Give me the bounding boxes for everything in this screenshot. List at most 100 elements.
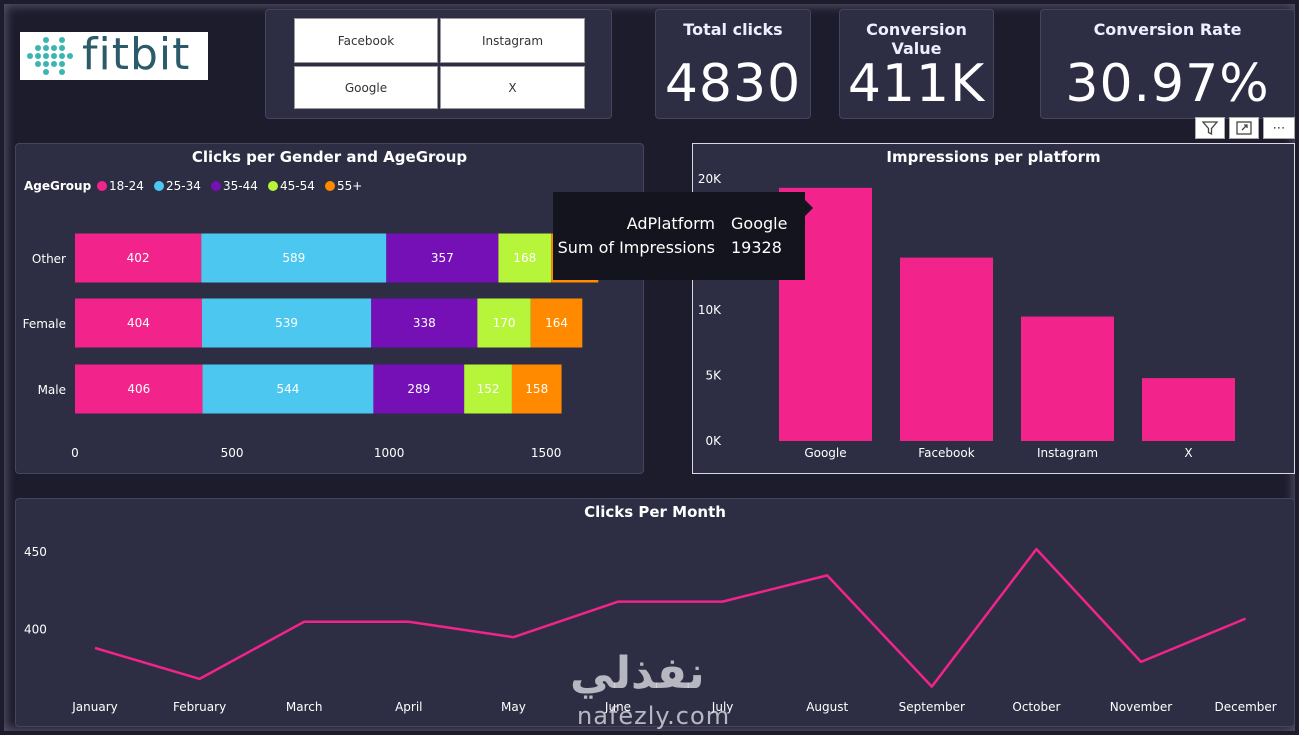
logo-dot: [43, 61, 49, 67]
x-tick-label: X: [1184, 446, 1192, 460]
focus-mode-button[interactable]: [1229, 117, 1259, 139]
logo-text: fitbit: [82, 29, 191, 80]
x-tick-label: August: [806, 700, 848, 714]
bar[interactable]: [900, 257, 993, 441]
kpi-conversion-value: Conversion Value 411K: [839, 9, 994, 119]
kpi-value: 4830: [664, 54, 802, 114]
watermark-arabic: نفذلي: [570, 648, 705, 699]
logo-dot: [51, 53, 57, 59]
legend-entry[interactable]: 45-54: [280, 179, 315, 193]
focus-mode-icon: [1236, 121, 1252, 135]
more-options-button[interactable]: ⋯: [1263, 117, 1295, 139]
bar-segment[interactable]: [530, 298, 583, 348]
logo-dot: [35, 61, 41, 67]
kpi-title: Conversion Rate: [1093, 20, 1242, 39]
bar-segment[interactable]: [511, 364, 562, 414]
chart-tooltip: AdPlatform Google Sum of Impressions 193…: [553, 192, 813, 280]
x-tick-label: May: [501, 700, 526, 714]
legend-entry[interactable]: 55+: [337, 179, 362, 193]
logo-dot: [51, 45, 57, 51]
series-line[interactable]: [94, 547, 1247, 688]
data-point[interactable]: [1034, 547, 1038, 551]
bar-segment[interactable]: [75, 233, 202, 283]
legend-swatch: [97, 181, 107, 191]
data-point[interactable]: [616, 600, 620, 604]
chart-title: Clicks per Gender and AgeGroup: [191, 148, 468, 166]
tooltip-value: 19328: [731, 238, 782, 257]
gender-age-chart: AgeGroup 18-24 25-34 35-44 45-54 55+ Other 402 5…: [23, 179, 599, 460]
chart-title: Impressions per platform: [886, 148, 1101, 166]
logo-dot: [59, 61, 65, 67]
logo-dot: [59, 69, 65, 75]
bar-segment[interactable]: [386, 233, 499, 283]
data-point[interactable]: [511, 635, 515, 639]
logo-dot: [43, 45, 49, 51]
logo-dot: [59, 37, 65, 43]
logo-dot: [35, 45, 41, 51]
legend: AgeGroup 18-24 25-34 35-44 45-54 55+: [24, 179, 362, 193]
fitbit-dots-icon: [27, 37, 73, 75]
logo-dot: [67, 53, 73, 59]
tooltip-value: Google: [731, 214, 788, 233]
legend-entry[interactable]: 35-44: [223, 179, 258, 193]
bar-segment[interactable]: [75, 298, 202, 348]
data-label: 164: [545, 316, 568, 330]
data-label: 544: [277, 382, 300, 396]
slicer-instagram-button[interactable]: Instagram: [440, 18, 585, 63]
watermark-latin: nafezly.com: [577, 702, 731, 730]
logo-dot: [43, 37, 49, 43]
legend-entry[interactable]: 18-24: [109, 179, 144, 193]
data-point[interactable]: [930, 685, 934, 689]
legend-title: AgeGroup: [24, 179, 92, 193]
data-label: 357: [431, 251, 454, 265]
data-point[interactable]: [721, 600, 725, 604]
bar-segment[interactable]: [498, 233, 552, 283]
data-point[interactable]: [302, 620, 306, 624]
bar-segment[interactable]: [477, 298, 531, 348]
logo-dot: [35, 53, 41, 59]
fitbit-logo: fitbit: [20, 29, 208, 80]
bar-segment[interactable]: [202, 364, 374, 414]
bar-segment[interactable]: [201, 298, 372, 348]
data-label: 289: [407, 382, 430, 396]
data-label: 402: [127, 251, 150, 265]
bar[interactable]: [1021, 316, 1114, 441]
data-point[interactable]: [825, 573, 829, 577]
bar-segment[interactable]: [464, 364, 512, 414]
data-point[interactable]: [1139, 660, 1143, 664]
bar-segment[interactable]: [371, 298, 478, 348]
logo-dot: [51, 61, 57, 67]
data-label: 152: [477, 382, 500, 396]
kpi-value: 411K: [847, 54, 986, 114]
bar-segment[interactable]: [75, 364, 203, 414]
category-label: Female: [23, 317, 66, 331]
bar-segment[interactable]: [373, 364, 465, 414]
x-tick-label: December: [1214, 700, 1276, 714]
data-label: 539: [275, 316, 298, 330]
data-label: 589: [282, 251, 305, 265]
data-point[interactable]: [1244, 617, 1248, 621]
slicer-x-button[interactable]: X: [440, 66, 585, 109]
filter-button[interactable]: [1195, 117, 1225, 139]
x-tick-label: June: [604, 700, 631, 714]
legend-entry[interactable]: 25-34: [166, 179, 201, 193]
data-label: 404: [127, 316, 150, 330]
gender-age-chart-card: Clicks per Gender and AgeGroup AgeGroup 1…: [15, 143, 644, 474]
tooltip-key: AdPlatform: [626, 214, 715, 233]
clicks-month-chart-card: Clicks Per Month 400 450 January February Ma…: [15, 498, 1295, 727]
data-label: 338: [413, 316, 436, 330]
data-point[interactable]: [93, 646, 97, 650]
data-point[interactable]: [198, 677, 202, 681]
bar[interactable]: [1142, 378, 1235, 441]
data-label: 170: [493, 316, 516, 330]
x-tick-label: 0: [71, 446, 79, 460]
legend-swatch: [154, 181, 164, 191]
slicer-google-button[interactable]: Google: [294, 66, 438, 109]
bar-segment[interactable]: [201, 233, 387, 283]
category-label: Other: [32, 252, 66, 266]
clicks-month-chart: 400 450 January February March April May June Ju…: [24, 545, 1277, 714]
y-tick-label: 20K: [698, 172, 722, 186]
data-point[interactable]: [407, 620, 411, 624]
y-tick-label: 400: [24, 622, 47, 636]
slicer-facebook-button[interactable]: Facebook: [294, 18, 438, 63]
